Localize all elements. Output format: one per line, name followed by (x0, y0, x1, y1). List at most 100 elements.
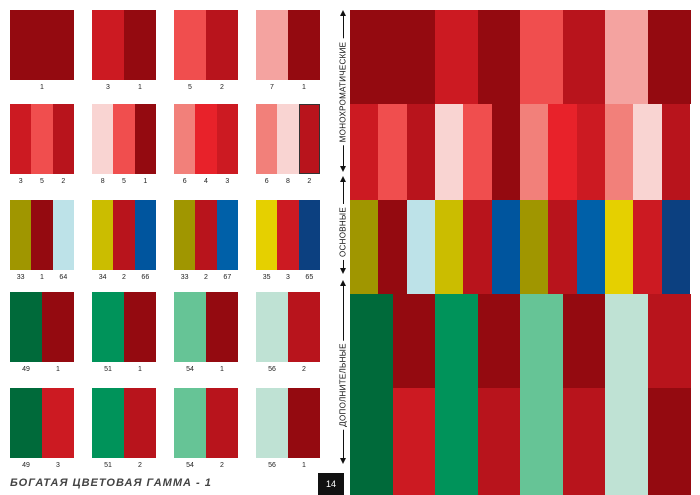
mosaic-cell (477, 294, 521, 388)
arrow-up-icon (340, 280, 346, 286)
swatch-code-label: 1 (138, 84, 142, 91)
mosaic-cell (520, 104, 549, 200)
swatch-segment (277, 104, 299, 174)
color-swatch (256, 292, 320, 362)
mosaic-cell (477, 10, 521, 104)
swatch-code-label: 2 (61, 178, 66, 185)
color-swatch (174, 10, 238, 80)
swatch-segment (195, 200, 217, 270)
swatch-code-label: 5 (188, 84, 192, 91)
swatch-segment (174, 10, 206, 80)
mosaic-cell (392, 10, 436, 104)
color-swatch (256, 388, 320, 458)
color-swatch (174, 200, 238, 270)
color-swatch (174, 292, 238, 362)
swatch-segment (10, 200, 32, 270)
swatch-code-label: 3 (18, 178, 23, 185)
swatch-segment (31, 104, 53, 174)
label-basic: ОСНОВНЫЕ (338, 204, 348, 260)
mosaic-cell (350, 200, 379, 294)
swatch-segment (298, 104, 320, 174)
color-swatch (10, 104, 74, 174)
mosaic-cell (378, 104, 408, 200)
swatch-segment (52, 104, 74, 174)
mosaic-cell (520, 294, 563, 388)
mosaic-cell (576, 200, 606, 294)
color-mosaic (350, 10, 691, 495)
color-swatch (10, 388, 74, 458)
swatch-segment (288, 10, 320, 80)
label-complementary: ДОПОЛНИТЕЛЬНЫЕ (338, 340, 348, 430)
swatch-code-label: 6 (264, 178, 269, 185)
swatch-segment (113, 104, 135, 174)
swatch-code-label: 51 (104, 366, 112, 373)
mosaic-cell (435, 10, 478, 104)
swatch-code-label: 1 (138, 366, 142, 373)
swatch-segment (134, 104, 156, 174)
swatch-segment (256, 104, 278, 174)
color-swatch (256, 10, 320, 80)
swatch-segment (256, 10, 288, 80)
mosaic-cell (435, 104, 464, 200)
mosaic-cell (406, 200, 436, 294)
mosaic-cell (605, 388, 648, 495)
mosaic-cell (520, 200, 549, 294)
mosaic-cell (378, 200, 408, 294)
swatch-segment (124, 388, 156, 458)
swatch-code-label: 56 (268, 462, 276, 469)
mosaic-cell (520, 388, 563, 495)
swatch-segment (256, 292, 288, 362)
swatch-code-label: 3 (225, 178, 230, 185)
swatch-segment (10, 292, 42, 362)
swatch-segment (277, 200, 299, 270)
mosaic-cell (392, 388, 436, 495)
color-swatch (92, 200, 156, 270)
swatch-code-label: 1 (40, 274, 44, 281)
swatch-segment (92, 200, 114, 270)
swatch-code-label: 1 (302, 462, 306, 469)
swatch-segment (174, 200, 196, 270)
color-swatch (256, 104, 320, 174)
footer-title: БОГАТАЯ ЦВЕТОВАЯ ГАММА - 1 (10, 477, 212, 489)
swatch-segment (174, 388, 206, 458)
mosaic-cell (406, 104, 436, 200)
swatch-code-label: 6 (182, 178, 187, 185)
swatch-segment (256, 388, 288, 458)
color-swatch (174, 388, 238, 458)
arrow-down-icon (340, 458, 346, 464)
mosaic-cell (350, 104, 379, 200)
swatch-code-label: 34 (98, 274, 107, 281)
mosaic-cell (633, 200, 663, 294)
swatch-code-label: 54 (186, 462, 194, 469)
swatch-code-label: 8 (100, 178, 105, 185)
mosaic-cell (605, 104, 634, 200)
swatch-code-label: 35 (262, 274, 271, 281)
mosaic-cell (647, 388, 691, 495)
mosaic-cell (350, 388, 393, 495)
swatch-code-label: 8 (286, 178, 290, 185)
swatch-code-label: 1 (302, 84, 306, 91)
label-monochromatic: МОНОХРОМАТИЧЕСКИЕ (338, 38, 348, 146)
color-swatch (10, 200, 74, 270)
swatch-segment (92, 388, 124, 458)
mosaic-cell (661, 200, 691, 294)
swatch-segment (256, 200, 278, 270)
swatch-segment (288, 388, 320, 458)
mosaic-cell (548, 200, 578, 294)
swatch-segment (92, 10, 124, 80)
swatch-code-label: 5 (40, 178, 44, 185)
mosaic-cell (605, 10, 648, 104)
mosaic-cell (435, 388, 478, 495)
mosaic-cell (605, 294, 648, 388)
swatch-segment (174, 292, 206, 362)
swatch-segment (216, 200, 238, 270)
swatch-segment (124, 292, 156, 362)
swatch-code-label: 5 (122, 178, 126, 185)
mosaic-cell (350, 10, 393, 104)
arrow-up-icon (340, 10, 346, 16)
swatch-code-label: 65 (305, 274, 314, 281)
swatch-segment (195, 104, 217, 174)
mosaic-cell (520, 10, 563, 104)
swatch-segment (10, 104, 32, 174)
swatch-segment (42, 10, 74, 80)
